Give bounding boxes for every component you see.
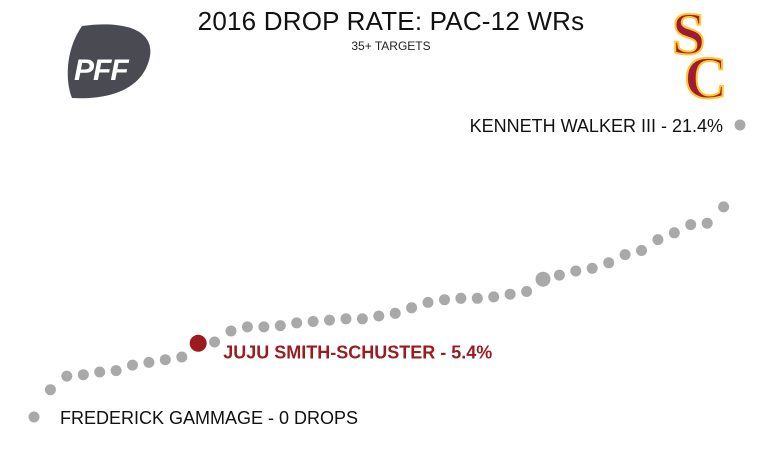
data-point: [356, 313, 368, 325]
data-point: [535, 271, 551, 287]
data-point: [44, 384, 56, 396]
pff-logo: PFF: [67, 24, 151, 99]
data-point: [28, 411, 40, 423]
data-point: [668, 227, 680, 239]
data-point: [258, 321, 270, 333]
usc-logo-s: S: [672, 4, 705, 67]
data-point: [324, 314, 335, 326]
data-point: [340, 313, 352, 325]
data-point: [619, 249, 631, 261]
data-point: [159, 354, 171, 366]
data-point: [61, 370, 73, 382]
data-point: [143, 356, 155, 368]
data-point: [701, 217, 713, 229]
annotation-label: JUJU SMITH-SCHUSTER - 5.4%: [223, 342, 492, 362]
chart-subtitle: 35+ TARGETS: [351, 39, 431, 53]
data-point: [406, 302, 418, 314]
data-point: [455, 292, 467, 304]
data-point: [488, 291, 500, 303]
annotation-label: FREDERICK GAMMAGE - 0 DROPS: [60, 408, 358, 428]
data-point: [521, 286, 533, 297]
data-point: [553, 269, 565, 281]
data-point: [110, 365, 122, 377]
highlight-data-point: [189, 334, 207, 352]
data-point: [652, 234, 664, 246]
usc-logo-c: C: [684, 45, 727, 100]
data-point: [225, 325, 237, 337]
data-point: [422, 296, 434, 308]
data-point: [77, 369, 89, 381]
data-point: [176, 351, 188, 363]
usc-logo: S C: [671, 4, 728, 100]
chart-title: 2016 DROP RATE: PAC-12 WRs: [197, 6, 585, 36]
data-point: [718, 201, 730, 213]
data-point: [439, 294, 450, 306]
data-point: [209, 336, 221, 348]
data-point: [570, 265, 582, 277]
data-point: [389, 307, 401, 319]
pff-logo-text: PFF: [74, 54, 129, 87]
data-point: [241, 321, 253, 333]
data-point: [504, 288, 516, 300]
data-point: [734, 119, 746, 131]
data-point: [636, 245, 647, 256]
annotation-label: KENNETH WALKER III - 21.4%: [470, 116, 723, 136]
data-point: [291, 317, 303, 329]
data-point: [373, 310, 385, 322]
data-point: [586, 262, 598, 274]
data-point: [94, 366, 106, 378]
data-point: [471, 292, 483, 304]
data-point: [127, 359, 138, 371]
data-point: [274, 320, 286, 332]
data-point: [603, 257, 615, 269]
data-point: [307, 316, 319, 327]
data-point: [685, 219, 697, 231]
